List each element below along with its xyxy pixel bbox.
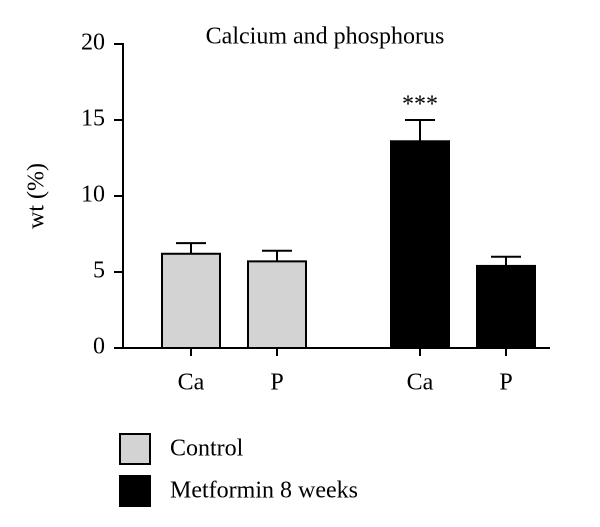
x-tick-label: Ca: [407, 370, 434, 396]
y-tick-label: 0: [93, 334, 105, 360]
annotation: ***: [402, 92, 438, 118]
bar: [476, 264, 536, 350]
bar: [390, 140, 450, 349]
legend-swatch: [119, 433, 151, 465]
x-tick-label: Ca: [178, 370, 205, 396]
bar: [247, 260, 307, 349]
y-tick-label: 20: [81, 30, 105, 56]
legend-swatch: [119, 475, 151, 507]
legend-label: Metformin 8 weeks: [170, 478, 358, 504]
bar: [161, 252, 221, 349]
y-tick-label: 15: [81, 106, 105, 132]
legend-label: Control: [170, 436, 244, 462]
y-tick-label: 5: [93, 258, 105, 284]
chart-title: Calcium and phosphorus: [206, 24, 445, 50]
x-tick-label: P: [270, 370, 283, 396]
y-tick-label: 10: [81, 182, 105, 208]
y-axis-label: wt (%): [24, 163, 50, 229]
x-tick-label: P: [499, 370, 512, 396]
